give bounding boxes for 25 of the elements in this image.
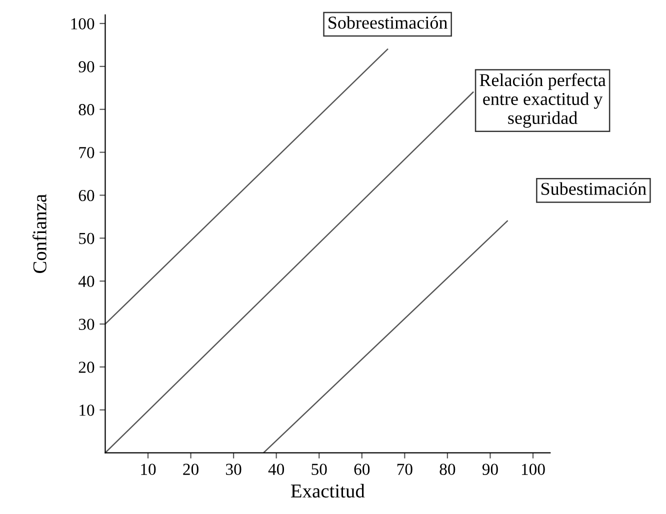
x-tick-label: 20 <box>183 464 198 475</box>
x-tick-label: 60 <box>354 464 370 475</box>
y-tick-label: 40 <box>78 276 94 288</box>
y-tick-label: 80 <box>78 104 94 116</box>
y-tick-label: 10 <box>80 404 94 416</box>
x-tick-label: 80 <box>440 464 456 475</box>
x-tick-label: 30 <box>226 464 242 475</box>
text: Subestimación <box>542 182 646 195</box>
x-tick-label: 100 <box>522 464 545 475</box>
series-label: Sobreestimación <box>328 16 448 29</box>
y-tick-label: 100 <box>71 18 94 30</box>
series-label: Relación perfecta entre exactitud y seguridad <box>480 73 606 128</box>
x-tick-label: 50 <box>312 464 327 475</box>
y-tick-label: 20 <box>78 362 94 373</box>
y-tick-label: 50 <box>79 232 94 244</box>
y-tick-label: 30 <box>78 318 94 330</box>
x-tick-label: 10 <box>141 464 156 475</box>
y-tick-label: 70 <box>79 146 94 158</box>
y-tick-label: 90 <box>78 61 94 72</box>
y-axis-title: Confianza <box>32 194 46 274</box>
x-axis-title: Exactitud <box>290 484 365 498</box>
x-tick-label: 70 <box>397 464 412 475</box>
y-tick-label: 60 <box>78 190 94 202</box>
x-tick-label: 40 <box>268 464 284 475</box>
x-tick-label: 90 <box>482 464 498 475</box>
